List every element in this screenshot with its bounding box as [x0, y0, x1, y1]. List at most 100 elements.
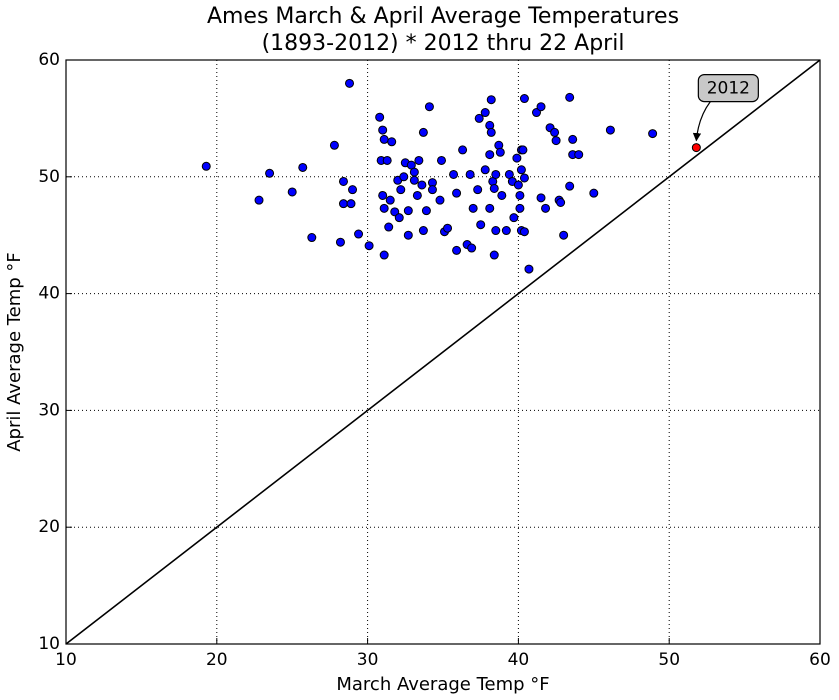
point — [568, 134, 578, 144]
point — [467, 243, 477, 253]
point — [519, 173, 529, 183]
point — [485, 150, 495, 160]
point — [378, 190, 388, 200]
x-tick-label: 60 — [809, 650, 831, 670]
point — [551, 136, 561, 146]
point — [476, 220, 486, 230]
point — [452, 245, 462, 255]
x-axis-label: March Average Temp °F — [336, 674, 549, 695]
point — [485, 203, 495, 213]
y-axis-label: April Average Temp °F — [4, 252, 25, 452]
point — [565, 181, 575, 191]
point — [378, 125, 388, 135]
point — [364, 241, 374, 251]
annotation-label: 2012 — [707, 79, 750, 99]
point — [348, 185, 358, 195]
point — [491, 169, 501, 179]
point — [574, 150, 584, 160]
point — [254, 195, 264, 205]
reference-line — [65, 59, 821, 645]
point — [287, 187, 297, 197]
point — [409, 175, 419, 185]
point — [556, 197, 566, 207]
point — [307, 233, 317, 243]
point — [519, 94, 529, 104]
point — [396, 185, 406, 195]
point — [515, 190, 525, 200]
point — [338, 176, 348, 186]
point — [414, 155, 424, 165]
point — [390, 207, 400, 217]
annotation-arrow — [692, 101, 711, 142]
point — [421, 206, 431, 216]
point — [541, 203, 551, 213]
y-tick-label: 30 — [38, 400, 60, 420]
point — [443, 223, 453, 233]
point — [480, 165, 490, 175]
point — [379, 134, 389, 144]
point — [513, 180, 523, 190]
point — [452, 188, 462, 198]
point — [589, 188, 599, 198]
point — [346, 199, 356, 209]
point — [480, 108, 490, 118]
point — [403, 206, 413, 216]
point — [501, 226, 511, 236]
point — [418, 226, 428, 236]
y-tick-label: 60 — [38, 50, 60, 70]
point — [691, 143, 701, 153]
point — [427, 185, 437, 195]
point — [409, 167, 419, 177]
point — [265, 168, 275, 178]
point — [516, 165, 526, 175]
point — [424, 102, 434, 112]
point — [648, 129, 658, 139]
point — [518, 145, 528, 155]
point — [458, 145, 468, 155]
point — [354, 229, 364, 239]
point — [375, 112, 385, 122]
point — [497, 190, 507, 200]
x-tick-label: 20 — [206, 650, 228, 670]
point — [536, 193, 546, 203]
annotation-box — [697, 73, 759, 103]
x-tick-label: 10 — [55, 650, 77, 670]
point — [531, 108, 541, 118]
point — [559, 230, 569, 240]
point — [418, 127, 428, 137]
point — [201, 161, 211, 171]
point — [394, 213, 404, 223]
point — [412, 190, 422, 200]
y-tick-label: 20 — [38, 517, 60, 537]
point — [550, 127, 560, 137]
point — [298, 162, 308, 172]
point — [515, 203, 525, 213]
point — [509, 213, 519, 223]
point — [474, 113, 484, 123]
point — [399, 172, 409, 182]
point — [338, 199, 348, 209]
point — [436, 155, 446, 165]
point — [382, 155, 392, 165]
point — [468, 203, 478, 213]
point — [486, 95, 496, 105]
point — [379, 203, 389, 213]
y-tick-label: 40 — [38, 284, 60, 304]
point — [605, 125, 615, 135]
point — [473, 185, 483, 195]
point — [385, 195, 395, 205]
point — [524, 264, 534, 274]
point — [489, 250, 499, 260]
x-tick-label: 30 — [357, 650, 379, 670]
point — [489, 183, 499, 193]
point — [491, 226, 501, 236]
point — [495, 147, 505, 157]
point — [536, 102, 546, 112]
x-tick-label: 50 — [658, 650, 680, 670]
point — [512, 153, 522, 163]
point — [565, 92, 575, 102]
plot-frame — [65, 59, 821, 645]
point — [329, 140, 339, 150]
x-tick-label: 40 — [508, 650, 530, 670]
